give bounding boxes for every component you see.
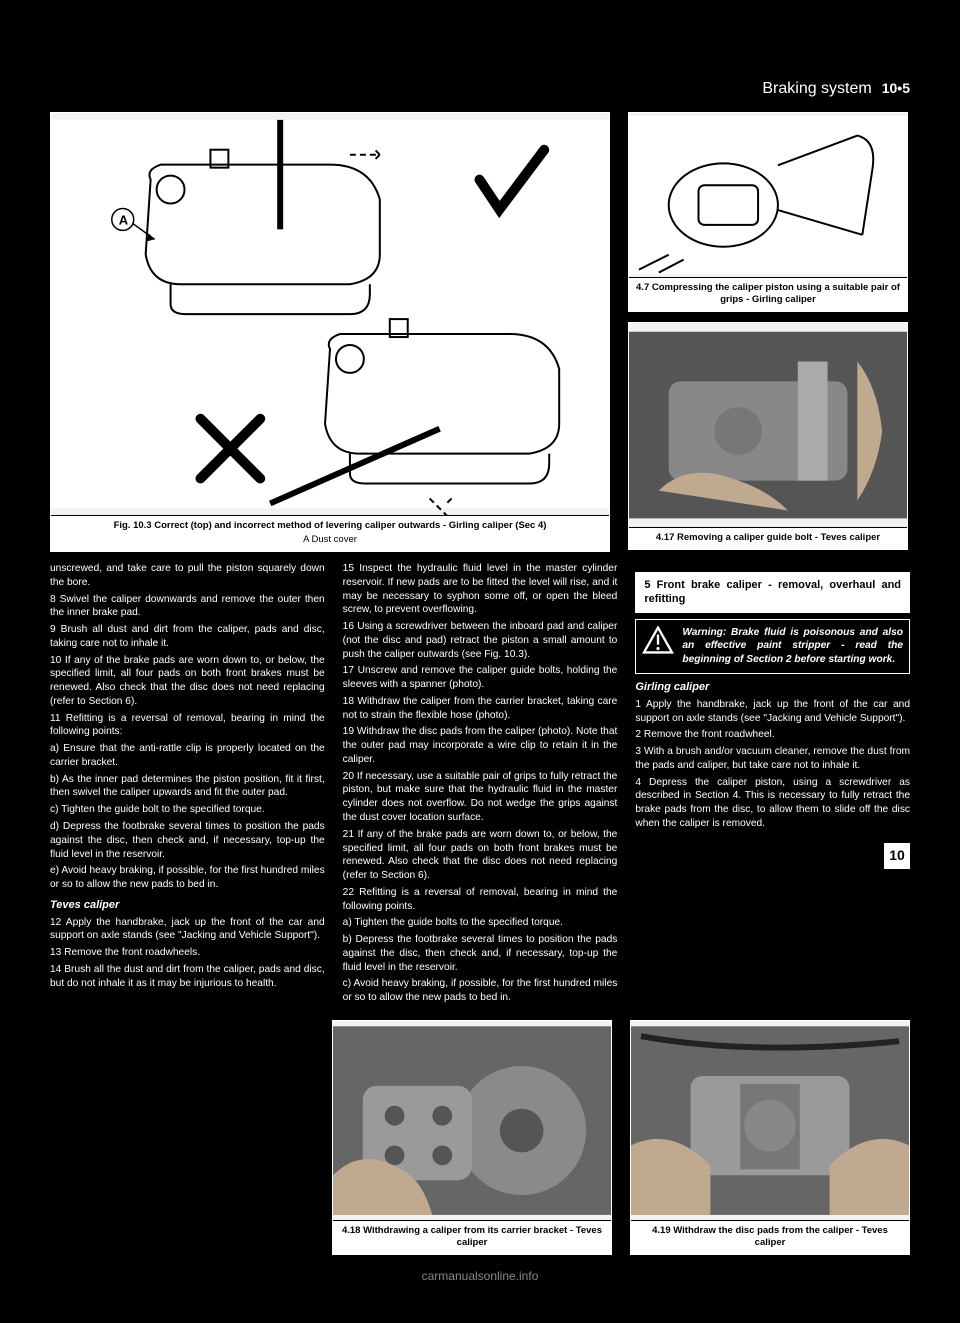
para: 21 If any of the brake pads are worn dow… <box>343 828 618 883</box>
para: 20 If necessary, use a suitable pair of … <box>343 770 618 825</box>
list-item: e) Avoid heavy braking, if possible, for… <box>50 864 325 892</box>
subheading-girling: Girling caliper <box>635 680 910 695</box>
para: 19 Withdraw the disc pads from the calip… <box>343 725 618 766</box>
procedure-5-heading: 5 Front brake caliper - removal, overhau… <box>635 572 910 613</box>
figure-4-17: 4.17 Removing a caliper guide bolt - Tev… <box>628 322 908 550</box>
section-tab: 10 <box>884 843 910 869</box>
svg-text:A: A <box>119 212 128 227</box>
subheading-teves: Teves caliper <box>50 898 325 913</box>
para: 16 Using a screwdriver between the inboa… <box>343 620 618 661</box>
watermark: carmanualsonline.info <box>50 1269 910 1283</box>
para: 4 Depress the caliper piston, using a sc… <box>635 776 910 831</box>
warning-triangle-icon <box>642 626 674 654</box>
para: 22 Refitting is a reversal of removal, b… <box>343 886 618 914</box>
para: 9 Brush all dust and dirt from the calip… <box>50 623 325 651</box>
text-column-2: 15 Inspect the hydraulic fluid level in … <box>343 562 618 1008</box>
fig-e-caption: 4.19 Withdraw the disc pads from the cal… <box>631 1220 909 1254</box>
list-item: b) As the inner pad determines the pisto… <box>50 773 325 801</box>
list-item: d) Depress the footbrake several times t… <box>50 820 325 861</box>
para: 14 Brush all the dust and dirt from the … <box>50 963 325 991</box>
figure-4-19: 4.19 Withdraw the disc pads from the cal… <box>630 1020 910 1255</box>
text-column-1: unscrewed, and take care to pull the pis… <box>50 562 325 1008</box>
list-item: b) Depress the footbrake several times t… <box>343 933 618 974</box>
figure-4-18: 4.18 Withdrawing a caliper from its carr… <box>332 1020 612 1255</box>
para: 18 Withdraw the caliper from the carrier… <box>343 695 618 723</box>
fig-a-caption: Fig. 10.3 Correct (top) and incorrect me… <box>114 520 547 531</box>
para: 12 Apply the handbrake, jack up the fron… <box>50 916 325 944</box>
fig-a-subcaption: A Dust cover <box>57 534 603 546</box>
page-header: Braking system 10•5 <box>50 80 910 98</box>
warning-box: Warning: Brake fluid is poisonous and al… <box>635 619 910 674</box>
list-item: c) Avoid heavy braking, if possible, for… <box>343 977 618 1005</box>
figure-10-3: A <box>50 112 610 552</box>
section-title: Braking system <box>762 80 871 98</box>
para: 10 If any of the brake pads are worn dow… <box>50 654 325 709</box>
page-number: 10•5 <box>882 80 910 96</box>
para: 17 Unscrew and remove the caliper guide … <box>343 664 618 692</box>
list-item: a) Ensure that the anti-rattle clip is p… <box>50 742 325 770</box>
warning-text: Warning: Brake fluid is poisonous and al… <box>682 626 903 667</box>
para: 13 Remove the front roadwheels. <box>50 946 325 960</box>
list-item: c) Tighten the guide bolt to the specifi… <box>50 803 325 817</box>
list-item: a) Tighten the guide bolts to the specif… <box>343 916 618 930</box>
figure-4-7: 4.7 Compressing the caliper piston using… <box>628 112 908 312</box>
text-column-3: 5 Front brake caliper - removal, overhau… <box>635 562 910 1008</box>
para: 8 Swivel the caliper downwards and remov… <box>50 593 325 621</box>
fig-d-caption: 4.18 Withdrawing a caliper from its carr… <box>333 1220 611 1254</box>
para: unscrewed, and take care to pull the pis… <box>50 562 325 590</box>
para: 2 Remove the front roadwheel. <box>635 728 910 742</box>
para: 1 Apply the handbrake, jack up the front… <box>635 698 910 726</box>
fig-b-caption: 4.7 Compressing the caliper piston using… <box>629 277 907 311</box>
para: 15 Inspect the hydraulic fluid level in … <box>343 562 618 617</box>
para: 11 Refitting is a reversal of removal, b… <box>50 712 325 740</box>
fig-c-caption: 4.17 Removing a caliper guide bolt - Tev… <box>629 527 907 549</box>
para: 3 With a brush and/or vacuum cleaner, re… <box>635 745 910 773</box>
